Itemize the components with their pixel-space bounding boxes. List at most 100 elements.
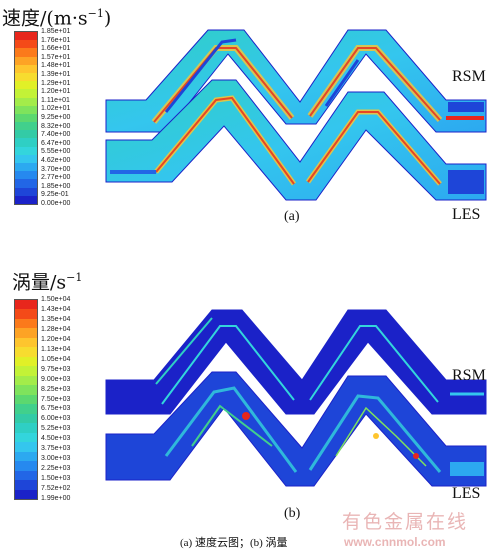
colorbar-tick-label: 3.75e+03 <box>41 445 71 453</box>
colorbar-tick-label: 8.32e+00 <box>41 122 71 130</box>
colorbar-swatch <box>15 480 37 491</box>
colorbar-swatch <box>15 300 37 310</box>
colorbar-swatch <box>15 40 37 49</box>
colorbar-swatch <box>15 394 37 405</box>
colorbar-swatch <box>15 154 37 164</box>
colorbar-tick-label: 1.35e+04 <box>41 315 71 323</box>
colorbar-swatch <box>15 442 37 453</box>
colorbar-tick-label: 1.85e+00 <box>41 182 71 190</box>
rsm-velocity-channel <box>105 29 487 133</box>
colorbar-tick-label: 5.55e+00 <box>41 148 71 156</box>
colorbar-swatch <box>15 122 37 131</box>
colorbar-swatch <box>15 195 37 205</box>
colorbar-swatch <box>15 328 37 339</box>
colorbar-swatch <box>15 97 37 107</box>
colorbar-swatch <box>15 404 37 415</box>
colorbar-tick-label: 1.20e+04 <box>41 335 71 343</box>
colorbar-tick-label: 9.75e+03 <box>41 365 71 373</box>
colorbar-tick-label: 4.50e+03 <box>41 435 71 443</box>
colorbar-swatch <box>15 113 37 123</box>
colorbar-tick-label: 1.50e+04 <box>41 296 71 303</box>
colorbar-swatch <box>15 146 37 156</box>
colorbar-swatch <box>15 413 37 424</box>
colorbar-tick-label: 1.11e+01 <box>41 96 70 104</box>
colorbar-swatch <box>15 470 37 481</box>
colorbar-tick-label: 2.25e+03 <box>41 465 71 473</box>
colorbar-swatch <box>15 81 37 90</box>
watermark-url: www.cnnmol.com <box>344 535 446 549</box>
colorbar-swatch <box>15 356 37 367</box>
colorbar-tick-label: 1.05e+04 <box>41 355 71 363</box>
colorbar-swatch <box>15 130 37 139</box>
colorbar-tick-label: 1.66e+01 <box>41 45 71 53</box>
colorbar-tick-label: 1.76e+01 <box>41 36 71 44</box>
colorbar-tick-label: 1.48e+01 <box>41 62 71 70</box>
vorticity-title-sup: −1 <box>66 271 83 284</box>
rsm-vorticity-channel <box>105 309 487 415</box>
colorbar-swatch <box>15 64 37 74</box>
colorbar-tick-label: 4.62e+00 <box>41 157 71 164</box>
colorbar-swatch <box>15 461 37 472</box>
colorbar-tick-label: 1.39e+01 <box>41 71 71 78</box>
colorbar-swatch <box>15 72 37 82</box>
colorbar-swatch <box>15 451 37 462</box>
colorbar-tick-label: 6.00e+03 <box>41 415 71 423</box>
colorbar-swatch <box>15 32 37 41</box>
colorbar-tick-label: 6.47e+00 <box>41 139 71 147</box>
colorbar-swatch <box>15 171 37 180</box>
colorbar-swatch <box>15 48 37 58</box>
colorbar-tick-label: 1.29e+01 <box>41 79 71 87</box>
vorticity-rsm-label: RSM <box>452 367 486 384</box>
vorticity-contour-plot <box>105 309 487 487</box>
colorbar-tick-label: 9.25e+00 <box>41 114 71 121</box>
colorbar-swatch <box>15 432 37 443</box>
velocity-contour-plot <box>105 29 487 201</box>
vorticity-legend-title: 涡量/s−1 <box>12 268 82 292</box>
colorbar-tick-label: 5.25e+03 <box>41 425 71 433</box>
colorbar-tick-label: 1.99e+00 <box>41 495 71 502</box>
colorbar-tick-label: 7.50e+03 <box>41 395 71 403</box>
velocity-title-sup: −1 <box>87 7 104 20</box>
colorbar-swatch <box>15 318 37 329</box>
colorbar-tick-label: 3.70e+00 <box>41 165 71 173</box>
les-velocity-channel <box>105 79 487 201</box>
velocity-colorbar <box>14 31 38 205</box>
colorbar-tick-label: 1.13e+04 <box>41 345 71 353</box>
velocity-legend-title: 速度/(m·s−1) <box>2 4 111 28</box>
colorbar-tick-label: 6.75e+03 <box>41 405 71 413</box>
colorbar-tick-label: 7.40e+00 <box>41 131 71 139</box>
colorbar-tick-label: 1.20e+01 <box>41 88 71 96</box>
figure-caption: (a) 速度云图；(b) 涡量 <box>180 537 288 549</box>
colorbar-tick-label: 1.85e+01 <box>41 28 71 35</box>
colorbar-tick-label: 9.25e-01 <box>41 191 69 199</box>
colorbar-swatch <box>15 163 37 172</box>
colorbar-swatch <box>15 56 37 66</box>
colorbar-swatch <box>15 366 37 377</box>
vorticity-les-label: LES <box>452 485 481 502</box>
colorbar-swatch <box>15 309 37 320</box>
colorbar-swatch <box>15 187 37 197</box>
colorbar-swatch <box>15 89 37 99</box>
colorbar-swatch <box>15 385 37 396</box>
velocity-les-label: LES <box>452 206 481 223</box>
colorbar-swatch <box>15 489 37 500</box>
colorbar-swatch <box>15 375 37 386</box>
colorbar-tick-label: 1.50e+03 <box>41 475 71 483</box>
colorbar-tick-label: 2.77e+00 <box>41 174 71 182</box>
colorbar-tick-label: 1.28e+04 <box>41 325 71 333</box>
vorticity-title-text: 涡量/s <box>12 271 67 294</box>
colorbar-swatch <box>15 105 37 115</box>
colorbar-tick-label: 1.02e+01 <box>41 105 71 113</box>
colorbar-tick-label: 8.25e+03 <box>41 385 71 393</box>
colorbar-swatch <box>15 347 37 358</box>
panel-b-label: (b) <box>284 506 301 521</box>
les-vorticity-channel <box>105 371 487 487</box>
colorbar-tick-label: 1.43e+04 <box>41 305 71 313</box>
colorbar-swatch <box>15 179 37 189</box>
colorbar-tick-label: 0.00e+00 <box>41 200 71 207</box>
colorbar-swatch <box>15 337 37 348</box>
colorbar-tick-label: 9.00e+03 <box>41 375 71 383</box>
colorbar-swatch <box>15 423 37 434</box>
colorbar-tick-label: 1.57e+01 <box>41 53 71 61</box>
colorbar-swatch <box>15 138 37 148</box>
